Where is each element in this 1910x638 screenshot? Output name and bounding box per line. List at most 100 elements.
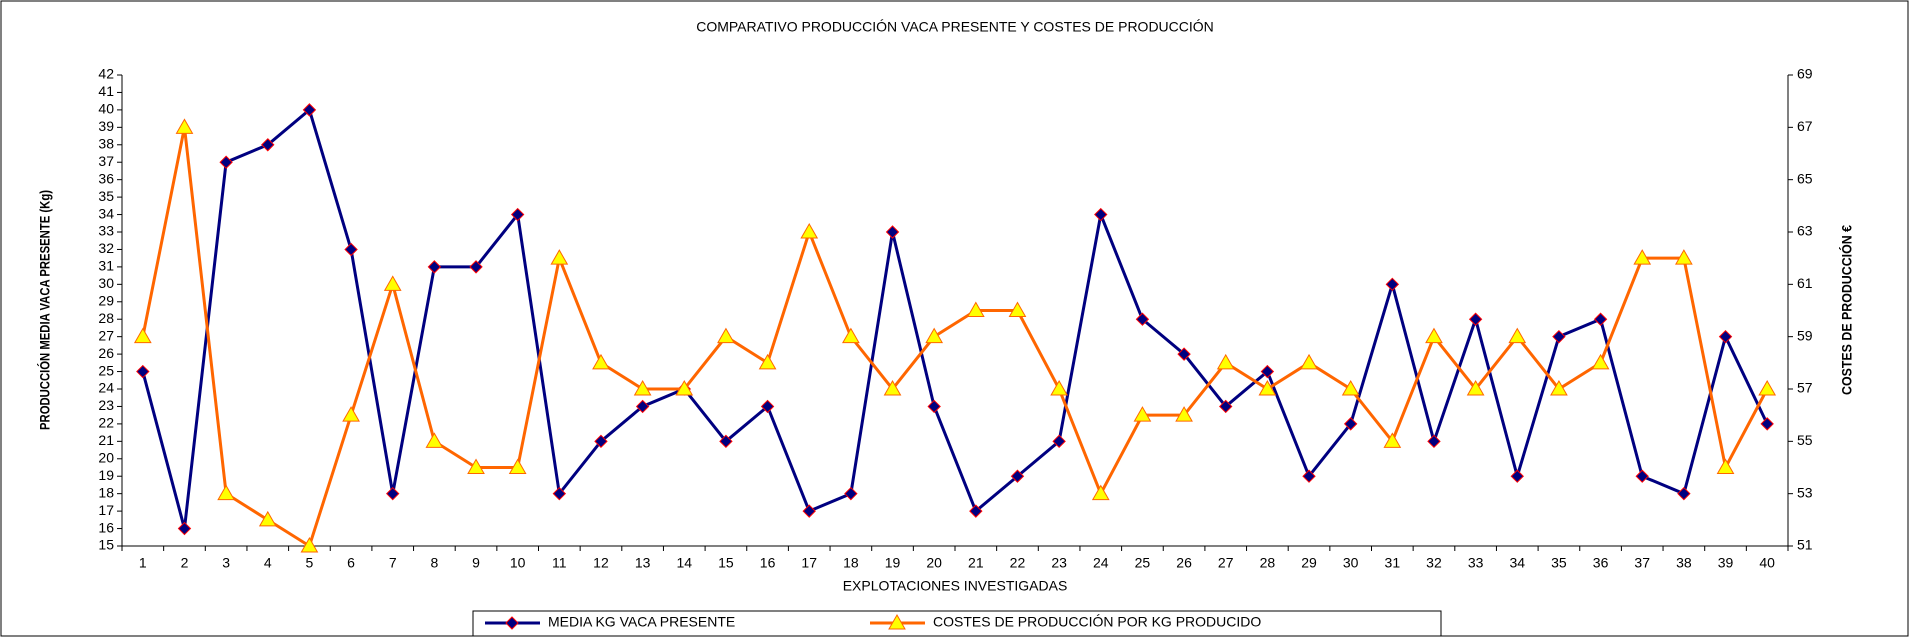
point xyxy=(136,364,150,379)
y-tick-label: 22 xyxy=(98,415,114,431)
y-tick-label: 36 xyxy=(98,170,114,186)
point xyxy=(1760,417,1774,431)
y2-tick-label: 61 xyxy=(1797,275,1813,291)
x-tick-label: 38 xyxy=(1676,555,1692,571)
x-tick-label: 5 xyxy=(306,555,314,571)
x-tick-label: 22 xyxy=(1010,555,1026,571)
point xyxy=(635,399,650,414)
y-tick-label: 17 xyxy=(98,502,114,518)
x-tick-label: 27 xyxy=(1218,555,1234,571)
legend-label: MEDIA KG VACA PRESENTE xyxy=(548,614,735,630)
point xyxy=(550,249,569,265)
point xyxy=(927,399,941,414)
point xyxy=(258,510,277,527)
x-tick-label: 33 xyxy=(1468,555,1484,571)
point xyxy=(383,275,402,291)
y-tick-label: 39 xyxy=(98,118,114,134)
point xyxy=(1508,327,1527,344)
point xyxy=(1091,484,1110,501)
y2-tick-label: 65 xyxy=(1797,170,1813,186)
legend-swatch-marker xyxy=(888,613,906,630)
y-tick-label: 26 xyxy=(98,345,114,361)
x-tick-label: 19 xyxy=(885,555,901,571)
point xyxy=(1468,312,1483,326)
point xyxy=(717,327,735,344)
x-axis-title: EXPLOTACIONES INVESTIGADAS xyxy=(843,578,1068,594)
x-tick-label: 9 xyxy=(472,555,480,571)
y-tick-label: 37 xyxy=(98,153,114,169)
y-tick-label: 32 xyxy=(98,240,114,256)
point xyxy=(594,434,608,449)
y2-tick-label: 57 xyxy=(1797,380,1813,396)
y-tick-label: 30 xyxy=(98,275,114,291)
point xyxy=(1385,277,1400,292)
point xyxy=(1593,312,1608,326)
y-tick-label: 33 xyxy=(98,223,114,239)
point xyxy=(219,155,233,169)
y2-tick-label: 55 xyxy=(1797,432,1813,448)
x-tick-label: 30 xyxy=(1343,555,1359,571)
y2-tick-label: 69 xyxy=(1797,66,1813,82)
point xyxy=(261,138,275,152)
point xyxy=(510,207,525,222)
x-tick-label: 17 xyxy=(801,555,817,571)
point xyxy=(1343,417,1358,431)
y-tick-label: 35 xyxy=(98,188,114,204)
point xyxy=(469,260,483,274)
point xyxy=(1758,379,1777,396)
point xyxy=(885,225,900,239)
point xyxy=(300,536,319,553)
y-tick-label: 42 xyxy=(98,66,114,82)
y-tick-label: 28 xyxy=(98,310,114,326)
point xyxy=(342,406,360,422)
y2-tick-label: 59 xyxy=(1797,327,1813,343)
point xyxy=(925,327,944,344)
y2-tick-label: 67 xyxy=(1797,118,1813,134)
point xyxy=(217,484,235,501)
point xyxy=(802,504,816,518)
y-tick-label: 29 xyxy=(98,292,114,308)
y2-tick-label: 53 xyxy=(1797,484,1813,500)
point xyxy=(1675,249,1693,265)
y-tick-label: 27 xyxy=(98,327,114,343)
x-tick-label: 6 xyxy=(347,555,355,571)
point xyxy=(1258,379,1277,396)
legend xyxy=(472,610,1442,637)
point xyxy=(1427,434,1441,449)
x-tick-label: 32 xyxy=(1426,555,1442,571)
legend-swatch-marker xyxy=(505,616,519,630)
y-tick-label: 40 xyxy=(98,101,114,117)
x-tick-label: 26 xyxy=(1176,555,1192,571)
point xyxy=(1677,486,1691,501)
x-tick-label: 21 xyxy=(968,555,984,571)
point xyxy=(1550,379,1568,396)
x-tick-label: 16 xyxy=(760,555,776,571)
point xyxy=(1175,406,1193,422)
point xyxy=(1135,312,1150,326)
point xyxy=(1718,329,1733,344)
x-tick-label: 23 xyxy=(1051,555,1067,571)
y-axis-title: PRODUCCIÓN MEDIA VACA PRESENTE (Kg) xyxy=(36,190,53,430)
point xyxy=(1177,347,1191,361)
y-tick-label: 38 xyxy=(98,135,114,151)
y-tick-label: 15 xyxy=(98,537,114,553)
x-tick-label: 34 xyxy=(1509,555,1525,571)
y-tick-label: 25 xyxy=(98,362,114,378)
x-tick-label: 15 xyxy=(718,555,734,571)
point xyxy=(1716,458,1735,474)
x-tick-label: 24 xyxy=(1093,555,1109,571)
point xyxy=(842,327,860,344)
x-tick-label: 10 xyxy=(510,555,526,571)
point xyxy=(1300,353,1318,370)
y-tick-label: 34 xyxy=(98,205,114,221)
point xyxy=(175,118,194,134)
x-tick-label: 25 xyxy=(1135,555,1151,571)
x-tick-label: 20 xyxy=(926,555,942,571)
x-tick-label: 18 xyxy=(843,555,859,571)
point xyxy=(1050,379,1068,396)
y-tick-label: 20 xyxy=(98,449,114,465)
y-tick-label: 18 xyxy=(98,484,114,500)
chart-title: COMPARATIVO PRODUCCIÓN VACA PRESENTE Y C… xyxy=(696,19,1214,35)
point xyxy=(1216,353,1235,370)
